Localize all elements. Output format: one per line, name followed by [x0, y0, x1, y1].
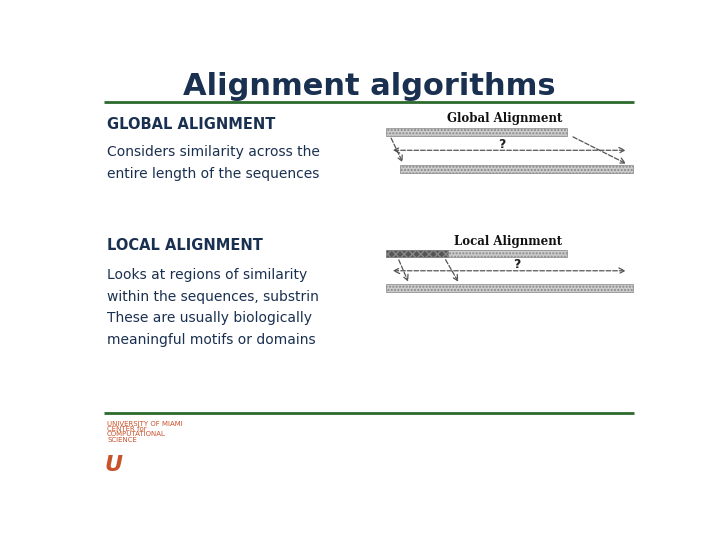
- Text: SCIENCE: SCIENCE: [107, 437, 137, 443]
- Bar: [386, 128, 567, 136]
- Text: GLOBAL ALIGNMENT: GLOBAL ALIGNMENT: [107, 117, 276, 132]
- Bar: [386, 249, 567, 257]
- Text: CENTER for: CENTER for: [107, 426, 147, 432]
- Text: Alignment algorithms: Alignment algorithms: [183, 72, 555, 101]
- Bar: [386, 249, 448, 257]
- Text: COMPUTATIONAL: COMPUTATIONAL: [107, 431, 166, 437]
- Bar: [400, 165, 632, 173]
- Text: ?: ?: [513, 258, 521, 271]
- Text: ?: ?: [498, 138, 505, 151]
- Text: U: U: [104, 455, 122, 475]
- Text: Global Alignment: Global Alignment: [447, 112, 562, 125]
- Bar: [386, 284, 632, 292]
- Text: LOCAL ALIGNMENT: LOCAL ALIGNMENT: [107, 238, 263, 253]
- Text: Looks at regions of similarity
within the sequences, substrin
These are usually : Looks at regions of similarity within th…: [107, 268, 319, 347]
- Text: Considers similarity across the
entire length of the sequences: Considers similarity across the entire l…: [107, 145, 320, 180]
- Text: UNIVERSITY OF MIAMI: UNIVERSITY OF MIAMI: [107, 421, 183, 427]
- Text: Local Alignment: Local Alignment: [454, 235, 562, 248]
